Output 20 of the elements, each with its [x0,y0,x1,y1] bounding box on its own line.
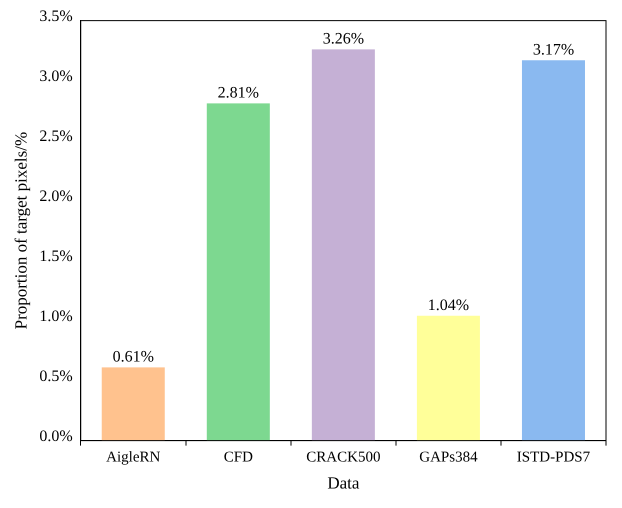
y-axis-title: Proportion of target pixels/% [12,132,31,330]
data-label: 0.61% [112,348,154,366]
y-tick-label: 0.0% [39,428,73,445]
x-tick-label: CFD [224,450,254,466]
y-tick-label: 3.5% [39,8,73,25]
x-tick-label: ISTD-PDS7 [516,450,591,466]
y-tick-label: 1.5% [39,248,73,265]
x-axis-title: Data [327,473,360,492]
x-tick-label: CRACK500 [306,450,380,466]
data-label: 3.26% [322,30,364,48]
y-tick-label: 2.0% [39,188,73,205]
x-tick-label: GAPs384 [419,450,478,466]
data-label: 2.81% [218,84,259,102]
data-label: 3.17% [532,41,574,58]
data-label: 1.04% [428,297,470,314]
x-tick-label: AigleRN [106,450,160,466]
y-tick-label: 2.5% [39,128,73,145]
y-tick-label: 0.5% [39,368,73,385]
y-tick-label: 3.0% [39,68,73,85]
y-tick-label: 1.0% [39,308,73,325]
